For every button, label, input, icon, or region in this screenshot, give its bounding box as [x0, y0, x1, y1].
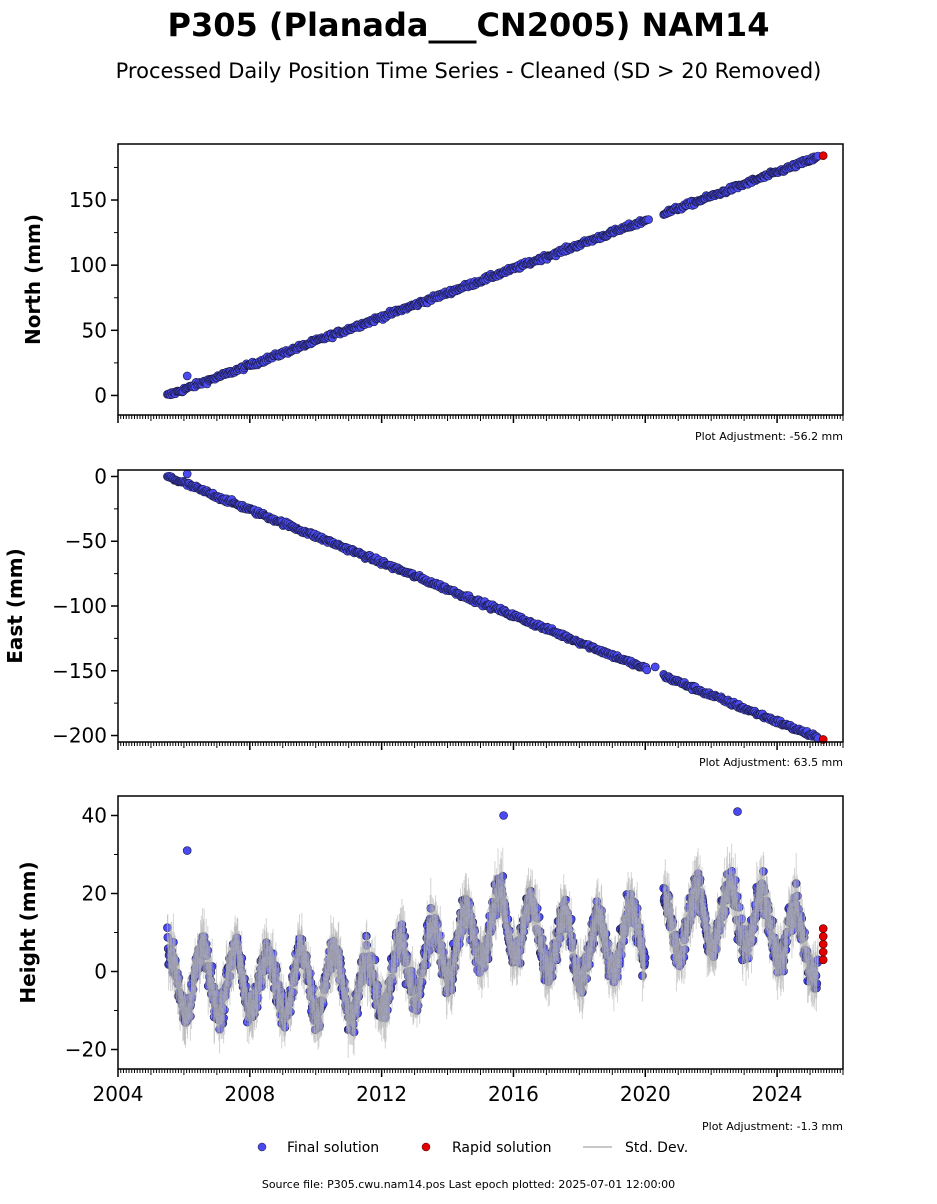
outlier-point [183, 372, 191, 380]
data-points [163, 470, 827, 744]
std-dev-bars [167, 844, 818, 1059]
y-tick-label: 150 [69, 188, 107, 212]
rapid-point [819, 932, 827, 940]
final-point [643, 666, 651, 674]
rapid-point [819, 956, 827, 964]
outlier-point [734, 808, 742, 816]
outlier-point [183, 470, 191, 478]
y-tick-label: 100 [69, 253, 107, 277]
chart-subtitle: Processed Daily Position Time Series - C… [116, 59, 822, 83]
panels: 0 50 100 150 North (mm) Plot Adjustment: -56.… [3, 144, 843, 1133]
panel-2: 0 −50 −100 −150 −200 East (mm) Plot Adjustment… [3, 464, 843, 769]
y-tick-label: −100 [52, 594, 107, 618]
outlier-point [183, 847, 191, 855]
rapid-point [819, 948, 827, 956]
rapid-point [819, 925, 827, 933]
y-tick-label: −150 [52, 659, 107, 683]
outlier-point [651, 663, 659, 671]
data-points [163, 152, 827, 399]
rapid-point [819, 940, 827, 948]
y-tick-label: 0 [94, 464, 107, 488]
y-axis-label: North (mm) [21, 214, 45, 345]
y-tick-label: −50 [65, 529, 107, 553]
plot-adjustment-note: Plot Adjustment: -56.2 mm [695, 430, 843, 443]
outlier-point [500, 812, 508, 820]
y-tick-label: 50 [82, 318, 107, 342]
rapid-point [819, 152, 827, 160]
plot-adjustment-note: Plot Adjustment: 63.5 mm [699, 756, 843, 769]
y-tick-label: 0 [94, 383, 107, 407]
y-tick-label: −200 [52, 724, 107, 748]
panel-1: 0 50 100 150 North (mm) Plot Adjustment: -56.… [21, 144, 843, 443]
outlier-point [645, 216, 653, 224]
y-axis-label: East (mm) [3, 548, 27, 664]
chart-title: P305 (Planada___CN2005) NAM14 [168, 6, 770, 44]
